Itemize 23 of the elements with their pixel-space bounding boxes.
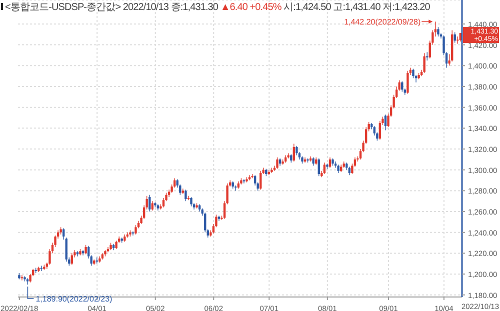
candlestick [318,158,320,176]
candlestick [437,26,440,37]
annotation: 1,189.90(2022/02/23) [36,294,113,304]
candlestick [378,120,382,140]
candlestick [292,143,296,162]
candlestick [423,52,426,74]
candlestick [84,244,87,255]
candlestick [296,146,298,156]
candlestick [323,162,326,174]
candlestick [148,194,151,212]
candlestick [134,224,137,235]
chart-title: <통합코드-USDSP-종간값> 2022/10/13 종:1,431.30 [5,2,219,13]
candlestick [184,189,187,202]
candlestick [190,196,192,207]
annotation: 1,442.20(2022/09/28) [344,18,421,27]
candlestick [276,157,278,170]
candlestick [406,70,409,94]
annotation: 시:1,424.50 고:1,431.40 저:1,423.20 [281,2,431,13]
candlestick [151,200,154,211]
candlestick [384,114,387,131]
chart-subtitle: ▲6.40 +0.45% [218,2,282,13]
candlestick [260,170,262,190]
candlestick [412,68,414,79]
